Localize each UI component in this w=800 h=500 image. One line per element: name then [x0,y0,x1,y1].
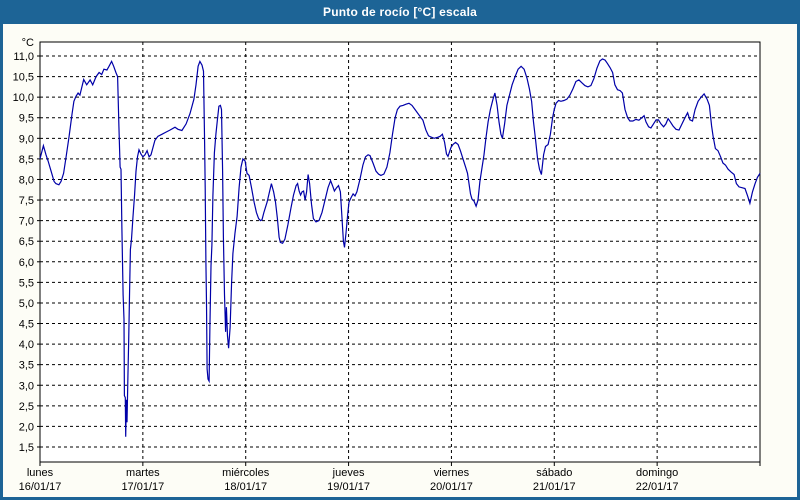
x-date-label: 22/01/17 [636,481,679,493]
x-day-label: miércoles [222,467,270,479]
x-day-label: sábado [536,467,572,479]
dew-point-line-chart: 11,0 10,5 10,0 9,5 9,0 8,5 8,0 7,5 7,0 6,5 6,0 5,5 5… [13,37,761,493]
y-tick-label: 8,0 [19,174,34,186]
y-tick-label: 9,0 [19,133,34,145]
x-day-label: viernes [434,467,470,479]
y-tick-label: 2,0 [19,421,34,433]
y-tick-label: 3,5 [19,360,34,372]
x-date-label: 19/01/17 [327,481,370,493]
y-axis-labels: 11,0 10,5 10,0 9,5 9,0 8,5 8,0 7,5 7,0 6,5 6,0 5,5 5… [13,37,34,454]
y-tick-label: 7,5 [19,195,34,207]
y-tick-label: 8,5 [19,154,34,166]
y-tick-label: 5,5 [19,277,34,289]
y-tick-label: 4,5 [19,319,34,331]
gridlines [37,42,761,466]
y-tick-label: 2,5 [19,401,34,413]
plot-frame [39,41,761,463]
y-tick-label: 6,5 [19,236,34,248]
y-tick-label: 11,0 [13,51,34,63]
y-tick-label: 10,5 [13,72,34,84]
plot-background [40,42,760,462]
y-tick-label: 1,5 [19,442,34,454]
x-day-label: jueves [332,467,365,479]
y-tick-label: 4,0 [19,339,34,351]
y-tick-label: 9,5 [19,113,34,125]
x-day-label: domingo [636,467,678,479]
x-day-label: martes [126,467,160,479]
y-tick-label: 3,0 [19,380,34,392]
x-date-label: 16/01/17 [19,481,62,493]
chart-title: Punto de rocío [°C] escala [322,5,478,19]
y-tick-label: 6,0 [19,257,34,269]
title-bar: Punto de rocío [°C] escala [0,0,800,24]
chart-area: 11,0 10,5 10,0 9,5 9,0 8,5 8,0 7,5 7,0 6,5 6,0 5,5 5… [3,24,797,497]
series-line [39,58,761,437]
x-date-label: 18/01/17 [224,481,267,493]
y-tick-label: 10,0 [13,92,34,104]
x-date-label: 21/01/17 [533,481,576,493]
x-date-label: 20/01/17 [430,481,473,493]
y-axis-unit-label: °C [22,37,34,49]
y-tick-label: 5,0 [19,298,34,310]
x-day-label: lunes [27,467,54,479]
y-tick-label: 7,0 [19,216,34,228]
x-axis-labels: lunes 16/01/17 martes 17/01/17 miércoles 18/0… [19,467,679,493]
x-date-label: 17/01/17 [121,481,164,493]
